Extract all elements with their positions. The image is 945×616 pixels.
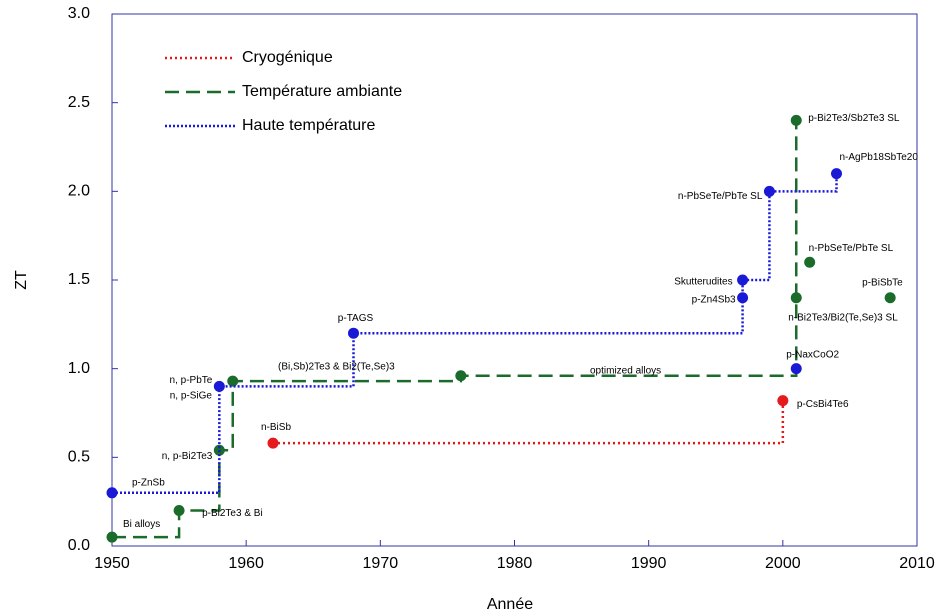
annotation: (Bi,Sb)2Te3 & Bi2(Te,Se)3 (278, 362, 395, 373)
y-tick-label: 1.0 (68, 360, 90, 377)
point (831, 168, 842, 180)
x-tick-label: 2000 (765, 555, 801, 572)
legend-label: Haute température (242, 117, 376, 134)
x-tick-label: 1990 (631, 555, 667, 572)
x-tick-label: 2010 (899, 555, 935, 572)
point (763, 185, 775, 197)
y-tick-label: 0.5 (68, 449, 90, 466)
y-tick-label: 2.5 (68, 94, 90, 111)
point (804, 256, 816, 268)
point (213, 380, 225, 392)
point-label: n-Bi2Te3/Bi2(Te,Se)3 SL (788, 312, 898, 323)
x-axis-label: Année (487, 596, 533, 613)
plot-frame (111, 13, 918, 547)
point-label: p-TAGS (338, 313, 374, 324)
point-label: n, p-PbTe (170, 375, 213, 386)
point (227, 375, 239, 387)
point (777, 395, 789, 407)
y-axis-label: ZT (13, 270, 30, 290)
y-tick-label: 2.0 (68, 183, 90, 200)
point-label: Skutterudites (674, 277, 732, 288)
point (790, 292, 802, 304)
point-label: p-NaxCoO2 (786, 349, 839, 360)
point-label: n-AgPb18SbTe20 (840, 152, 919, 163)
x-tick-label: 1960 (228, 555, 264, 572)
y-tick-label: 3.0 (68, 5, 90, 22)
x-tick-label: 1950 (94, 555, 130, 572)
point (455, 370, 467, 382)
point-label: p-Bi2Te3 & Bi (202, 508, 263, 519)
point-label: p-BiSbTe (862, 277, 903, 288)
x-tick-label: 1980 (497, 555, 533, 572)
step-line (273, 400, 785, 445)
point (173, 505, 185, 517)
legend-label: Cryogénique (242, 49, 333, 66)
x-tick-label: 1970 (363, 555, 399, 572)
point (267, 437, 279, 449)
step-line (112, 120, 798, 539)
point-label: n, p-Bi2Te3 (162, 451, 213, 462)
point-label: p-Bi2Te3/Sb2Te3 SL (808, 113, 900, 124)
point-label: n-PbSeTe/PbTe SL (809, 243, 894, 254)
annotation: optimized alloys (590, 366, 661, 377)
point (737, 292, 749, 304)
point (106, 487, 118, 499)
point (348, 327, 359, 339)
point (790, 363, 802, 375)
y-tick-label: 0.0 (68, 537, 90, 554)
point (737, 274, 749, 286)
point-label: Bi alloys (123, 519, 160, 530)
point (106, 531, 118, 543)
point (790, 114, 802, 126)
y-tick-label: 1.5 (68, 271, 90, 288)
point-label: n-PbSeTe/PbTe SL (678, 191, 763, 202)
point-label: n-BiSb (261, 422, 291, 433)
point-label: p-CsBi4Te6 (797, 399, 849, 410)
legend-label: Température ambiante (242, 83, 402, 100)
point-label: p-ZnSb (132, 477, 165, 488)
annotation: n, p-SiGe (170, 391, 213, 402)
point-label: p-Zn4Sb3 (692, 294, 736, 305)
point (884, 292, 896, 304)
